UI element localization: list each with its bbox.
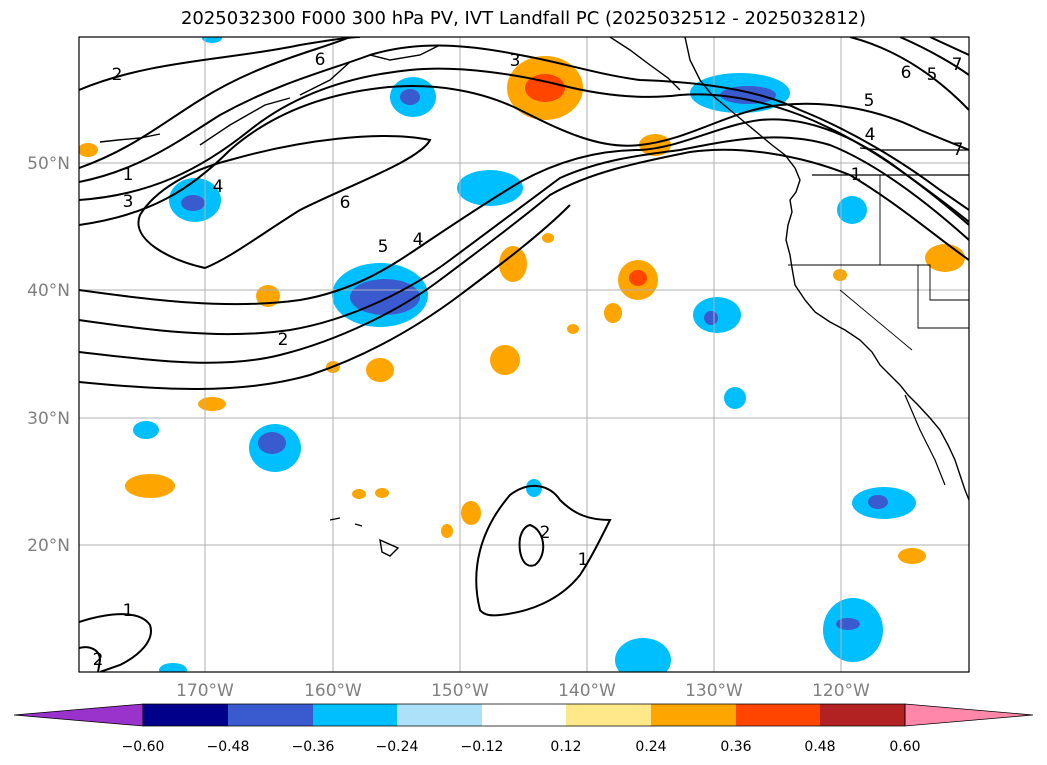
plot-area: 2 1 3 4 6 5 4 2 3 6 5 6 5 4 1 7 2 1 1 2 … bbox=[79, 37, 969, 672]
contour-label: 1 bbox=[123, 165, 134, 185]
lon-label: 140°W bbox=[558, 681, 616, 701]
contour-label: 7 bbox=[953, 140, 964, 160]
colorbar-segment bbox=[397, 704, 482, 726]
contour-label: 7 bbox=[952, 55, 963, 75]
latitude-labels: 50°N 40°N 30°N 20°N bbox=[27, 154, 70, 556]
lat-label: 30°N bbox=[27, 409, 70, 429]
lon-label: 170°W bbox=[176, 681, 234, 701]
contour-label: 5 bbox=[378, 237, 389, 257]
colorbar-tick: 0.36 bbox=[720, 739, 751, 755]
colorbar-segment bbox=[566, 704, 651, 726]
contour-label: 2 bbox=[93, 650, 104, 670]
contour-label: 5 bbox=[864, 91, 875, 111]
colorbar-tick: 0.12 bbox=[550, 739, 581, 755]
colorbar-tick: −0.36 bbox=[292, 739, 335, 755]
contour-labels: 2 1 3 4 6 5 4 2 3 6 5 6 5 4 1 7 2 1 1 2 … bbox=[93, 50, 964, 670]
colorbar-segment bbox=[482, 704, 566, 726]
longitude-labels: 170°W 160°W 150°W 140°W 130°W 120°W bbox=[176, 681, 870, 701]
contour-label: 5 bbox=[927, 65, 938, 85]
pv-contours bbox=[79, 37, 969, 672]
contour-label: 4 bbox=[865, 125, 876, 145]
colorbar: −0.60 −0.48 −0.36 −0.24 −0.12 0.12 0.24 … bbox=[13, 703, 1034, 755]
contour-label: 2 bbox=[540, 523, 551, 543]
colorbar-segment bbox=[820, 704, 905, 726]
colorbar-low-extend bbox=[13, 703, 144, 727]
contour-label: 6 bbox=[901, 63, 912, 83]
contour-label: 3 bbox=[510, 51, 521, 71]
colorbar-tick: −0.12 bbox=[461, 739, 504, 755]
colorbar-high-extend bbox=[904, 703, 1034, 727]
lat-label: 20°N bbox=[27, 536, 70, 556]
colorbar-tick: −0.60 bbox=[122, 739, 165, 755]
contour-label: 1 bbox=[851, 165, 862, 185]
contour-label: 4 bbox=[213, 177, 224, 197]
lat-label: 50°N bbox=[27, 154, 70, 174]
contour-label: 6 bbox=[315, 50, 326, 70]
contour-label: 2 bbox=[112, 65, 123, 85]
contour-label: 4 bbox=[413, 230, 424, 250]
lon-label: 150°W bbox=[431, 681, 489, 701]
contour-label: 1 bbox=[123, 601, 134, 621]
colorbar-tick: −0.24 bbox=[376, 739, 419, 755]
colorbar-segment bbox=[736, 704, 820, 726]
colorbar-tick: 0.48 bbox=[804, 739, 835, 755]
colorbar-segment bbox=[651, 704, 736, 726]
contour-label: 6 bbox=[340, 193, 351, 213]
colorbar-tick: 0.24 bbox=[635, 739, 666, 755]
lon-label: 130°W bbox=[685, 681, 743, 701]
lon-label: 120°W bbox=[812, 681, 870, 701]
graticule bbox=[79, 37, 969, 672]
colorbar-segment bbox=[228, 704, 313, 726]
lat-label: 40°N bbox=[27, 281, 70, 301]
colorbar-segment bbox=[143, 704, 228, 726]
colorbar-tick: 0.60 bbox=[889, 739, 920, 755]
contour-label: 3 bbox=[123, 192, 134, 212]
contour-label: 2 bbox=[278, 330, 289, 350]
colorbar-tick: −0.48 bbox=[207, 739, 250, 755]
map-title: 2025032300 F000 300 hPa PV, IVT Landfall… bbox=[180, 8, 867, 29]
contour-label: 1 bbox=[578, 550, 589, 570]
colorbar-segment bbox=[313, 704, 397, 726]
map-frame bbox=[78, 36, 970, 673]
lon-label: 160°W bbox=[304, 681, 362, 701]
